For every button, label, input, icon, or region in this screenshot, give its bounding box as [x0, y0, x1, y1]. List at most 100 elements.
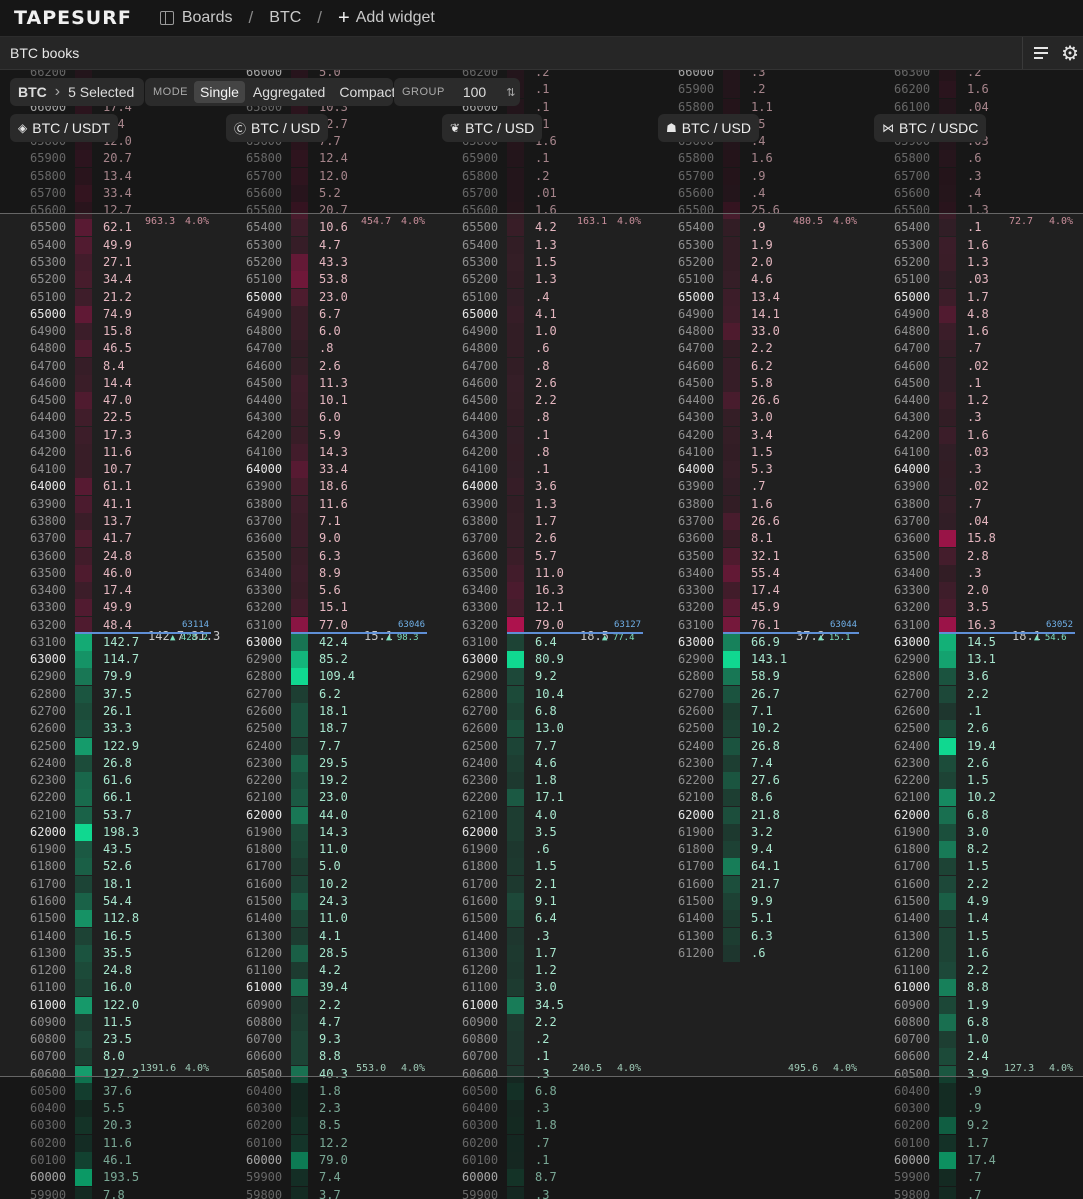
ask-row[interactable]: 64800 46.5: [0, 340, 216, 358]
bid-row[interactable]: 61500 24.3: [216, 892, 432, 910]
bid-row[interactable]: 60300 2.3: [216, 1100, 432, 1118]
ask-row[interactable]: 63700 26.6: [648, 513, 864, 531]
ask-row[interactable]: 66000 5.0: [216, 70, 432, 81]
ask-row[interactable]: 65600 12.7: [0, 202, 216, 220]
bid-row[interactable]: 61800 1.5: [432, 858, 648, 876]
gear-icon[interactable]: ⚙: [1061, 41, 1079, 65]
bid-row[interactable]: 62700 2.2: [864, 685, 1080, 703]
bid-row[interactable]: 60200 .7: [432, 1134, 648, 1152]
bid-row[interactable]: 61800 11.0: [216, 841, 432, 859]
ask-row[interactable]: 65800 13.4: [0, 167, 216, 185]
ask-row[interactable]: 65000 13.4: [648, 288, 864, 306]
bid-row[interactable]: 60500 6.8: [432, 1082, 648, 1100]
bid-row[interactable]: 61800 52.6: [0, 858, 216, 876]
mode-compact[interactable]: Compact: [339, 84, 396, 100]
bid-row[interactable]: 63000 42.4: [216, 633, 432, 651]
bid-row[interactable]: 59900 .7: [864, 1169, 1080, 1187]
ask-row[interactable]: 64700 .7: [864, 340, 1080, 358]
ask-row[interactable]: 65500 1.3: [864, 202, 1080, 220]
bid-row[interactable]: 62100 4.0: [432, 806, 648, 824]
bid-row[interactable]: 62600 7.1: [648, 702, 864, 720]
bid-row[interactable]: 62200 27.6: [648, 772, 864, 790]
bid-row[interactable]: 62900 13.1: [864, 651, 1080, 669]
bid-row[interactable]: 61900 43.5: [0, 841, 216, 859]
bid-row[interactable]: 62900 79.9: [0, 668, 216, 686]
bid-row[interactable]: 61400 16.5: [0, 927, 216, 945]
ask-row[interactable]: 64700 .8: [216, 340, 432, 358]
bid-row[interactable]: 61600 10.2: [216, 875, 432, 893]
ask-row[interactable]: 65700 33.4: [0, 184, 216, 202]
bid-row[interactable]: 61700 1.5: [864, 858, 1080, 876]
ask-row[interactable]: 63600 5.7: [432, 547, 648, 565]
bid-row[interactable]: 63000 114.7: [0, 651, 216, 669]
ask-row[interactable]: 65300 27.1: [0, 253, 216, 271]
bid-row[interactable]: 60700 .1: [432, 1048, 648, 1066]
ask-row[interactable]: 64000 5.3: [648, 461, 864, 479]
ask-row[interactable]: 63200 15.1: [216, 599, 432, 617]
bid-row[interactable]: 61700 64.1: [648, 858, 864, 876]
bid-row[interactable]: 61000 8.8: [864, 979, 1080, 997]
ask-row[interactable]: 64500 5.8: [648, 374, 864, 392]
ask-row[interactable]: 66000 .3: [648, 70, 864, 81]
ask-row[interactable]: 65300 1.5: [432, 253, 648, 271]
bid-row[interactable]: 61700 18.1: [0, 875, 216, 893]
bid-row[interactable]: 61200 1.6: [864, 944, 1080, 962]
ask-row[interactable]: 64000 61.1: [0, 478, 216, 496]
bid-row[interactable]: 62000 44.0: [216, 806, 432, 824]
ask-row[interactable]: 65600 .4: [648, 184, 864, 202]
bid-row[interactable]: 61400 5.1: [648, 910, 864, 928]
ask-row[interactable]: 63300 49.9: [0, 599, 216, 617]
ask-row[interactable]: 65600 5.2: [216, 184, 432, 202]
ask-row[interactable]: 63300 12.1: [432, 599, 648, 617]
ask-row[interactable]: 63400 8.9: [216, 564, 432, 582]
bid-row[interactable]: 60300 .9: [864, 1100, 1080, 1118]
ask-row[interactable]: 63500 6.3: [216, 547, 432, 565]
ask-row[interactable]: 63600 15.8: [864, 530, 1080, 548]
ask-row[interactable]: 63200 45.9: [648, 599, 864, 617]
ask-row[interactable]: 64100 1.5: [648, 443, 864, 461]
ask-row[interactable]: 63900 18.6: [216, 478, 432, 496]
bid-row[interactable]: 60900 2.2: [432, 1013, 648, 1031]
bid-row[interactable]: 60200 11.6: [0, 1134, 216, 1152]
ask-row[interactable]: 63800 13.7: [0, 513, 216, 531]
ask-row[interactable]: 64200 5.9: [216, 426, 432, 444]
ask-row[interactable]: 64800 6.0: [216, 323, 432, 341]
ask-row[interactable]: 64900 6.7: [216, 305, 432, 323]
ask-row[interactable]: 64300 6.0: [216, 409, 432, 427]
ask-row[interactable]: 63700 2.6: [432, 530, 648, 548]
ask-row[interactable]: 65000 23.0: [216, 288, 432, 306]
bid-row[interactable]: 62100 8.6: [648, 789, 864, 807]
ask-row[interactable]: 65800 1.6: [648, 150, 864, 168]
ask-row[interactable]: 65100 .03: [864, 271, 1080, 289]
bid-row[interactable]: 61000 122.0: [0, 996, 216, 1014]
bid-row[interactable]: 60300 20.3: [0, 1117, 216, 1135]
bid-row[interactable]: 62000 21.8: [648, 806, 864, 824]
ask-row[interactable]: 64800 33.0: [648, 323, 864, 341]
bid-row[interactable]: 60900 11.5: [0, 1013, 216, 1031]
bid-row[interactable]: 60000 79.0: [216, 1152, 432, 1169]
bid-row[interactable]: 60200 9.2: [864, 1117, 1080, 1135]
bid-row[interactable]: 59900 7.4: [216, 1169, 432, 1187]
bid-row[interactable]: 62300 2.6: [864, 754, 1080, 772]
bid-row[interactable]: 62800 109.4: [216, 668, 432, 686]
bid-row[interactable]: 60800 6.8: [864, 1013, 1080, 1031]
bid-row[interactable]: 62600 18.1: [216, 702, 432, 720]
ask-row[interactable]: 64200 .8: [432, 443, 648, 461]
bid-row[interactable]: 62700 26.1: [0, 702, 216, 720]
ask-row[interactable]: 64900 4.8: [864, 305, 1080, 323]
ask-row[interactable]: 64400 10.1: [216, 392, 432, 410]
bid-row[interactable]: 63100 142.7: [0, 633, 216, 651]
ask-row[interactable]: 65400 .1: [864, 219, 1080, 237]
ask-row[interactable]: 63600 24.8: [0, 547, 216, 565]
bid-row[interactable]: 61300 1.7: [432, 944, 648, 962]
ask-row[interactable]: 64300 .3: [864, 409, 1080, 427]
bid-row[interactable]: 60000 193.5: [0, 1169, 216, 1187]
ask-row[interactable]: 63300 17.4: [648, 582, 864, 600]
ask-row[interactable]: 65200 1.3: [432, 271, 648, 289]
bid-row[interactable]: 59800 3.7: [216, 1186, 432, 1199]
bid-row[interactable]: 62400 4.6: [432, 754, 648, 772]
bid-row[interactable]: 62600 .1: [864, 702, 1080, 720]
bid-row[interactable]: 61600 54.4: [0, 892, 216, 910]
ask-row[interactable]: 64800 .6: [432, 340, 648, 358]
bid-row[interactable]: 62700 6.2: [216, 685, 432, 703]
